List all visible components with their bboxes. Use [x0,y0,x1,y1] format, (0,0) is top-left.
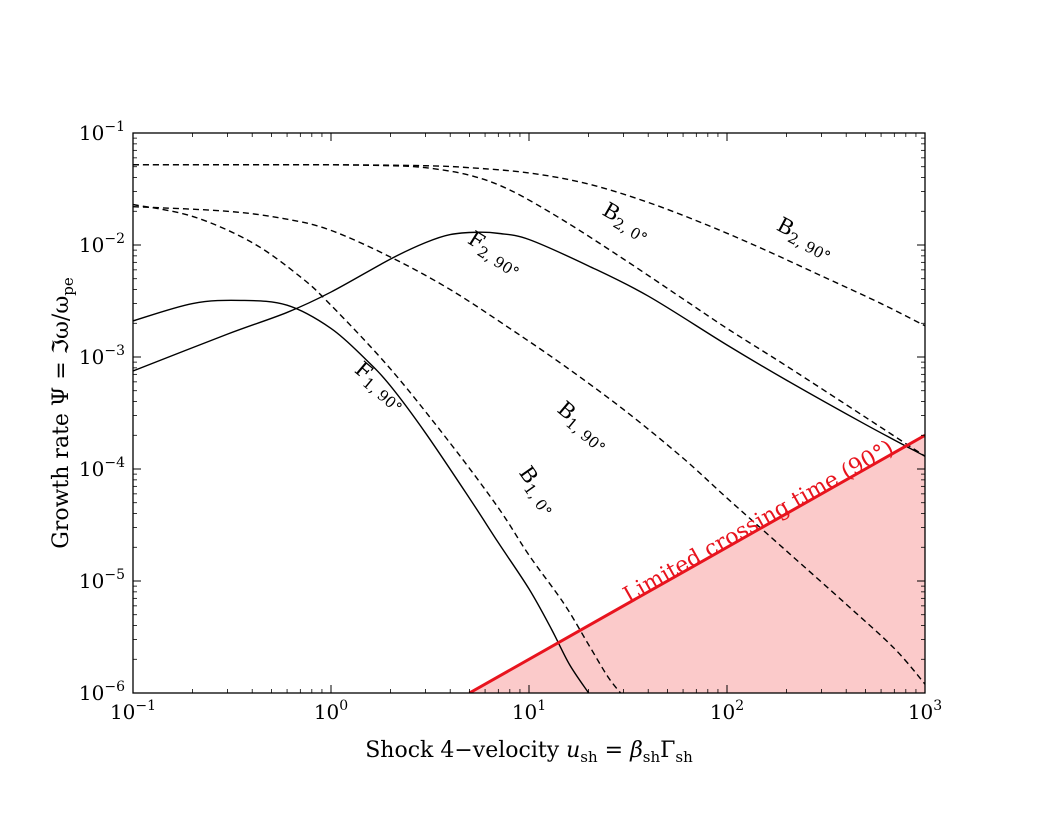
series-b1-0 [133,203,622,693]
y-tick-label: 10−2 [79,231,125,257]
y-tick-label: 10−6 [79,679,125,705]
x-tick-label: 103 [908,698,942,724]
y-axis-label: Growth rate Ψ = ℑω/ωpe [49,277,77,549]
series-b1-90 [133,205,925,685]
curve-label-b1-90: B1, 90° [550,396,615,457]
series-f2-90 [133,231,925,457]
curve-label-b1-0: B1, 0° [511,462,564,520]
x-tick-label: 102 [710,698,744,724]
x-tick-label: 100 [314,698,348,724]
curve-label-f1-90: F1, 90° [348,357,412,417]
y-tick-label: 10−3 [79,343,125,369]
x-tick-label: 10−1 [110,698,156,724]
y-tick-label: 10−1 [79,119,125,145]
y-tick-label: 10−5 [79,567,125,593]
series-limited-crossing-time-90 [468,433,925,693]
curve-label-f2-90: F2, 90° [462,226,528,282]
y-tick-label: 10−4 [79,455,125,481]
x-axis-label: Shock 4−velocity ush = βshΓsh [365,738,693,766]
series-b2-0 [133,164,925,457]
x-tick-label: 101 [512,698,546,724]
series-f1-90 [133,299,590,693]
curve-label-b2-0: B2, 0° [597,198,656,248]
series-b2-90 [133,164,925,327]
